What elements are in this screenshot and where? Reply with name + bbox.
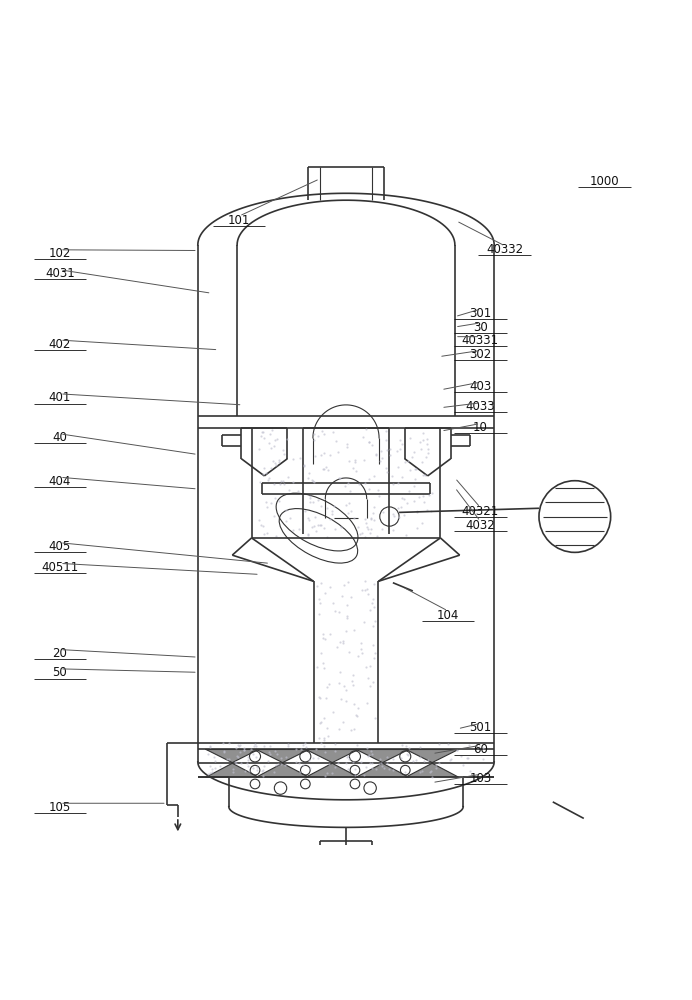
Text: 4033: 4033 [466, 400, 495, 413]
Text: 403: 403 [469, 380, 491, 393]
Polygon shape [356, 763, 409, 777]
Text: 501: 501 [469, 721, 491, 734]
Polygon shape [206, 749, 259, 763]
Polygon shape [406, 749, 458, 763]
Text: 20: 20 [53, 647, 67, 660]
Text: 101: 101 [228, 214, 251, 227]
Text: 40511: 40511 [42, 561, 79, 574]
Text: 103: 103 [469, 772, 491, 785]
Text: 40332: 40332 [486, 243, 523, 256]
Text: 40: 40 [53, 431, 67, 444]
Text: 104: 104 [437, 609, 459, 622]
Text: 405: 405 [49, 540, 71, 553]
Text: 4031: 4031 [45, 267, 75, 280]
Polygon shape [306, 749, 358, 763]
Text: 4032: 4032 [466, 519, 495, 532]
Polygon shape [257, 749, 309, 763]
Text: 402: 402 [48, 338, 71, 351]
Text: 30: 30 [473, 321, 488, 334]
Text: 1000: 1000 [590, 175, 619, 188]
Text: 102: 102 [48, 247, 71, 260]
Text: 404: 404 [48, 475, 71, 488]
Text: 10: 10 [473, 421, 488, 434]
Text: 40321: 40321 [462, 505, 499, 518]
Text: 60: 60 [473, 743, 488, 756]
Polygon shape [257, 763, 309, 777]
Text: 302: 302 [469, 348, 491, 361]
Polygon shape [206, 763, 259, 777]
Text: 50: 50 [53, 666, 67, 679]
Polygon shape [406, 763, 458, 777]
Text: 105: 105 [49, 801, 71, 814]
Text: 301: 301 [469, 307, 491, 320]
Polygon shape [356, 749, 409, 763]
Polygon shape [306, 763, 358, 777]
Text: 40331: 40331 [462, 334, 499, 347]
Text: 401: 401 [48, 391, 71, 404]
